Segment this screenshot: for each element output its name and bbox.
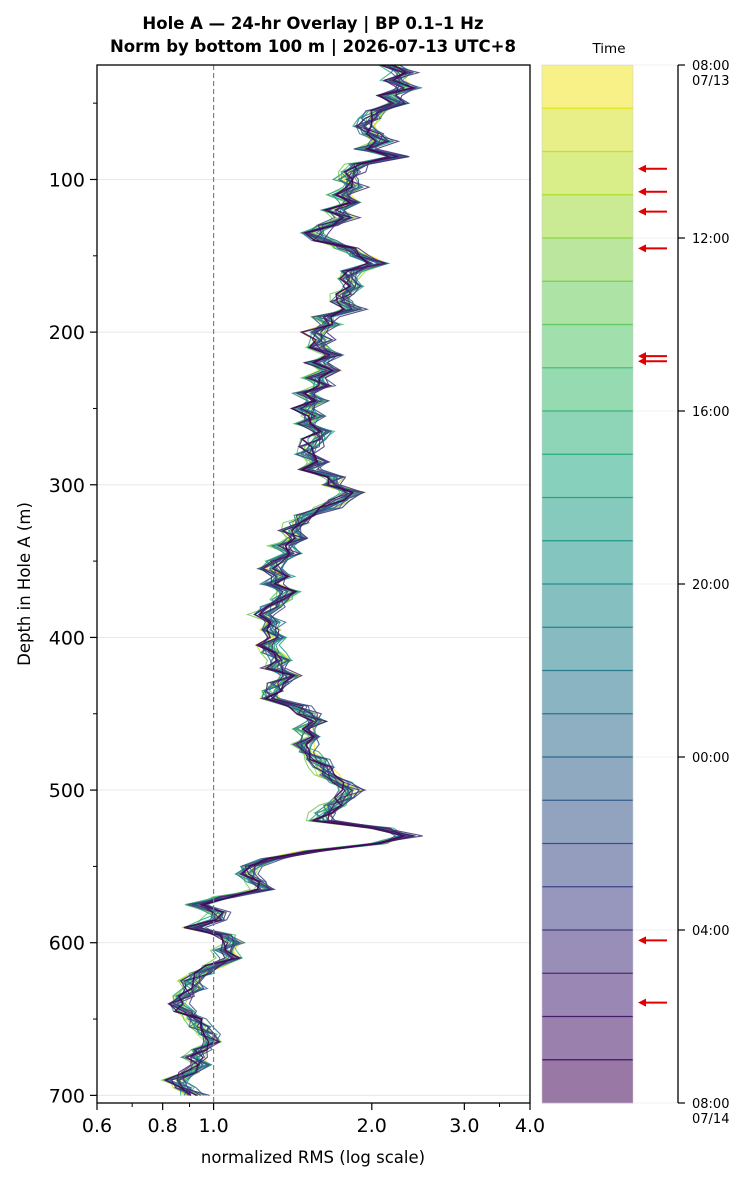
colorbar-tick-date-0: 07/13 xyxy=(692,74,729,89)
colorbar-band-24 xyxy=(542,1059,633,1104)
colorbar-band-21 xyxy=(542,930,633,974)
event-arrow-2 xyxy=(638,187,667,196)
y-axis-label: Depth in Hole A (m) xyxy=(15,502,34,666)
colorbar-tick-label-4: 00:00 xyxy=(692,751,729,766)
event-arrow-head xyxy=(638,936,646,945)
chart-title-line2: Norm by bottom 100 m | 2026-07-13 UTC+8 xyxy=(110,37,516,57)
event-arrow-8 xyxy=(638,998,667,1007)
event-arrow-head xyxy=(638,357,646,366)
event-arrow-head xyxy=(638,207,646,216)
x-tick-label-1.0: 1.0 xyxy=(198,1115,228,1137)
colorbar-band-18 xyxy=(542,800,633,844)
colorbar-tick-label-5: 04:00 xyxy=(692,924,729,939)
colorbar-band-11 xyxy=(542,497,633,542)
profile-line-15 xyxy=(169,65,412,1096)
profile-line-23 xyxy=(167,65,415,1096)
colorbar-band-12 xyxy=(542,540,633,585)
colorbar-band-7 xyxy=(542,324,633,369)
colorbar-band-8 xyxy=(542,367,633,412)
y-tick-label-700: 700 xyxy=(49,1085,85,1107)
event-arrow-head xyxy=(638,164,646,173)
x-tick-label-0.6: 0.6 xyxy=(82,1115,112,1137)
colorbar-band-2 xyxy=(542,108,633,152)
colorbar-tick-label-1: 12:00 xyxy=(692,232,729,247)
colorbar-band-19 xyxy=(542,843,633,888)
y-tick-label-500: 500 xyxy=(49,780,85,802)
profile-line-21 xyxy=(175,65,423,1096)
colorbar-band-13 xyxy=(542,584,633,628)
chart-title-line1: Hole A — 24-hr Overlay | BP 0.1–1 Hz xyxy=(142,14,483,34)
y-tick-label-400: 400 xyxy=(49,627,85,649)
event-arrow-head xyxy=(638,352,646,361)
colorbar-band-23 xyxy=(542,1016,633,1061)
y-tick-label-600: 600 xyxy=(49,933,85,955)
colorbar-band-3 xyxy=(542,151,633,196)
colorbar-band-15 xyxy=(542,670,633,715)
colorbar-band-16 xyxy=(542,713,633,758)
colorbar-tick-label-6: 08:00 xyxy=(692,1097,729,1112)
event-arrow-1 xyxy=(638,164,667,173)
colorbar-band-14 xyxy=(542,627,633,671)
colorbar-band-22 xyxy=(542,973,633,1017)
event-arrow-6 xyxy=(638,357,667,366)
x-tick-label-3.0: 3.0 xyxy=(449,1115,479,1137)
event-arrow-head xyxy=(638,187,646,196)
colorbar-title: Time xyxy=(591,41,625,57)
colorbar-band-5 xyxy=(542,238,633,282)
colorbar-band-1 xyxy=(542,65,633,109)
y-tick-label-100: 100 xyxy=(49,169,85,191)
event-arrow-head xyxy=(638,998,646,1007)
colorbar-band-20 xyxy=(542,886,633,931)
colorbar-tick-label-2: 16:00 xyxy=(692,405,729,420)
colorbar-arrows xyxy=(638,164,667,1007)
x-axis-label: normalized RMS (log scale) xyxy=(201,1148,425,1167)
colorbar-bands xyxy=(541,64,678,1104)
event-arrow-5 xyxy=(638,352,667,361)
event-arrow-head xyxy=(638,244,646,253)
x-tick-label-4.0: 4.0 xyxy=(515,1115,545,1137)
colorbar-ticks: 08:0007/1312:0016:0020:0000:0004:0008:00… xyxy=(678,59,729,1127)
plot-area: 0.6 0.8 1.0 2.0 3.0 4.0 100 200 300 400 500 600 700… xyxy=(15,64,545,1167)
colorbar-tick-label-0: 08:00 xyxy=(692,59,729,74)
grid-layer xyxy=(97,179,530,1096)
event-arrow-3 xyxy=(638,207,667,216)
event-arrow-4 xyxy=(638,244,667,253)
colorbar-tick-date-6: 07/14 xyxy=(692,1112,729,1127)
profile-lines xyxy=(160,65,424,1097)
y-tick-label-200: 200 xyxy=(49,322,85,344)
profile-line-24 xyxy=(163,65,416,1097)
colorbar-band-9 xyxy=(542,411,633,455)
colorbar-tick-label-3: 20:00 xyxy=(692,578,729,593)
plot-frame xyxy=(96,64,531,1104)
colorbar-band-17 xyxy=(542,757,633,801)
y-axis: 100 200 300 400 500 600 700 xyxy=(49,102,97,1107)
y-tick-label-300: 300 xyxy=(49,475,85,497)
colorbar-band-6 xyxy=(542,281,633,325)
colorbar: Time 08:0007/1312:0016:0020:0000:0004:00… xyxy=(541,41,729,1127)
event-arrow-7 xyxy=(638,936,667,945)
x-tick-label-2.0: 2.0 xyxy=(357,1115,387,1137)
x-tick-label-0.8: 0.8 xyxy=(148,1115,178,1137)
colorbar-band-4 xyxy=(542,194,633,239)
x-axis: 0.6 0.8 1.0 2.0 3.0 4.0 xyxy=(82,1103,545,1137)
colorbar-band-10 xyxy=(542,454,633,498)
